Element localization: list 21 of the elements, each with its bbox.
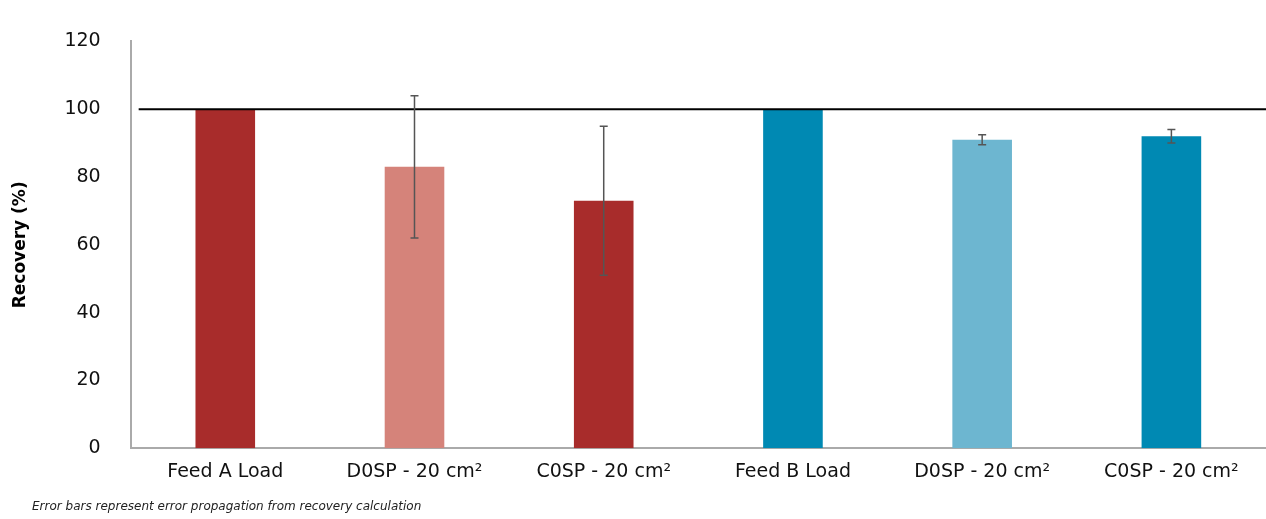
x-tick-label: Feed B Load (734, 458, 851, 481)
bar (195, 109, 256, 449)
x-tick-label: D0SP - 20 cm² (914, 458, 1051, 481)
x-tick-label: C0SP - 20 cm² (536, 458, 672, 481)
x-tick-label: D0SP - 20 cm² (346, 458, 483, 481)
bar (1141, 136, 1202, 449)
bar (384, 166, 445, 449)
y-tick-label: 20 (76, 367, 101, 390)
y-tick-label: 120 (64, 28, 101, 51)
bar (573, 200, 634, 449)
y-tick-label: 60 (76, 231, 101, 254)
x-tick-label: C0SP - 20 cm² (1104, 458, 1239, 481)
y-tick-label: 0 (88, 435, 101, 458)
x-tick-label: Feed A Load (167, 458, 284, 481)
y-axis-title: Recovery (%) (8, 181, 29, 309)
y-tick-label: 40 (76, 299, 101, 322)
text: Error bars represent error propagation from recovery calculation (32, 499, 422, 513)
y-tick-label: 80 (76, 163, 101, 186)
y-tick-label: 100 (64, 96, 101, 119)
bar (952, 139, 1012, 449)
bar (763, 109, 823, 449)
